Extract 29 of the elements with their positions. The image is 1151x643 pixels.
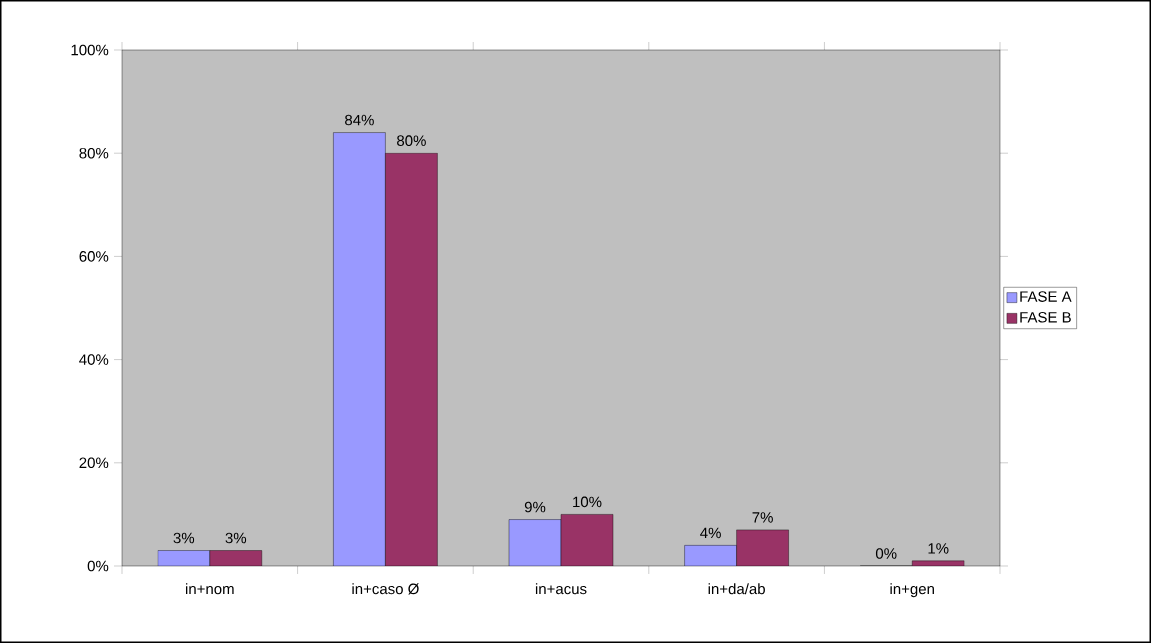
data-label: 80% — [397, 135, 426, 146]
y-tick-label: 60% — [79, 251, 109, 262]
y-tick-label: 0% — [87, 560, 109, 572]
y-tick-label: 20% — [79, 457, 109, 469]
x-tick-label: in+caso Ø — [352, 583, 419, 595]
y-tick-label: 100% — [71, 44, 109, 56]
y-tick-label: 40% — [79, 354, 109, 365]
bar — [684, 545, 737, 566]
y-tick-label: 80% — [79, 147, 109, 159]
x-tick-label: in+gen — [890, 583, 934, 598]
bar — [560, 514, 614, 566]
x-tick-label: in+da/ab — [708, 583, 765, 595]
bar — [385, 153, 438, 566]
data-label: 3% — [225, 532, 247, 544]
data-label: 1% — [928, 543, 949, 554]
data-label: 0% — [875, 548, 897, 559]
data-label: 7% — [752, 512, 773, 523]
x-tick-label: in+acus — [535, 583, 587, 595]
data-label: 10% — [573, 496, 602, 508]
legend-label: FASE B — [1020, 311, 1071, 323]
bar — [508, 519, 562, 566]
legend-label: FASE A — [1020, 291, 1072, 302]
bar — [736, 529, 789, 566]
data-label: 84% — [345, 114, 374, 126]
data-label: 3% — [173, 532, 195, 544]
data-label: 4% — [700, 527, 721, 539]
x-tick-label: in+nom — [186, 583, 234, 595]
data-label: 9% — [524, 501, 546, 513]
bar — [333, 132, 386, 566]
